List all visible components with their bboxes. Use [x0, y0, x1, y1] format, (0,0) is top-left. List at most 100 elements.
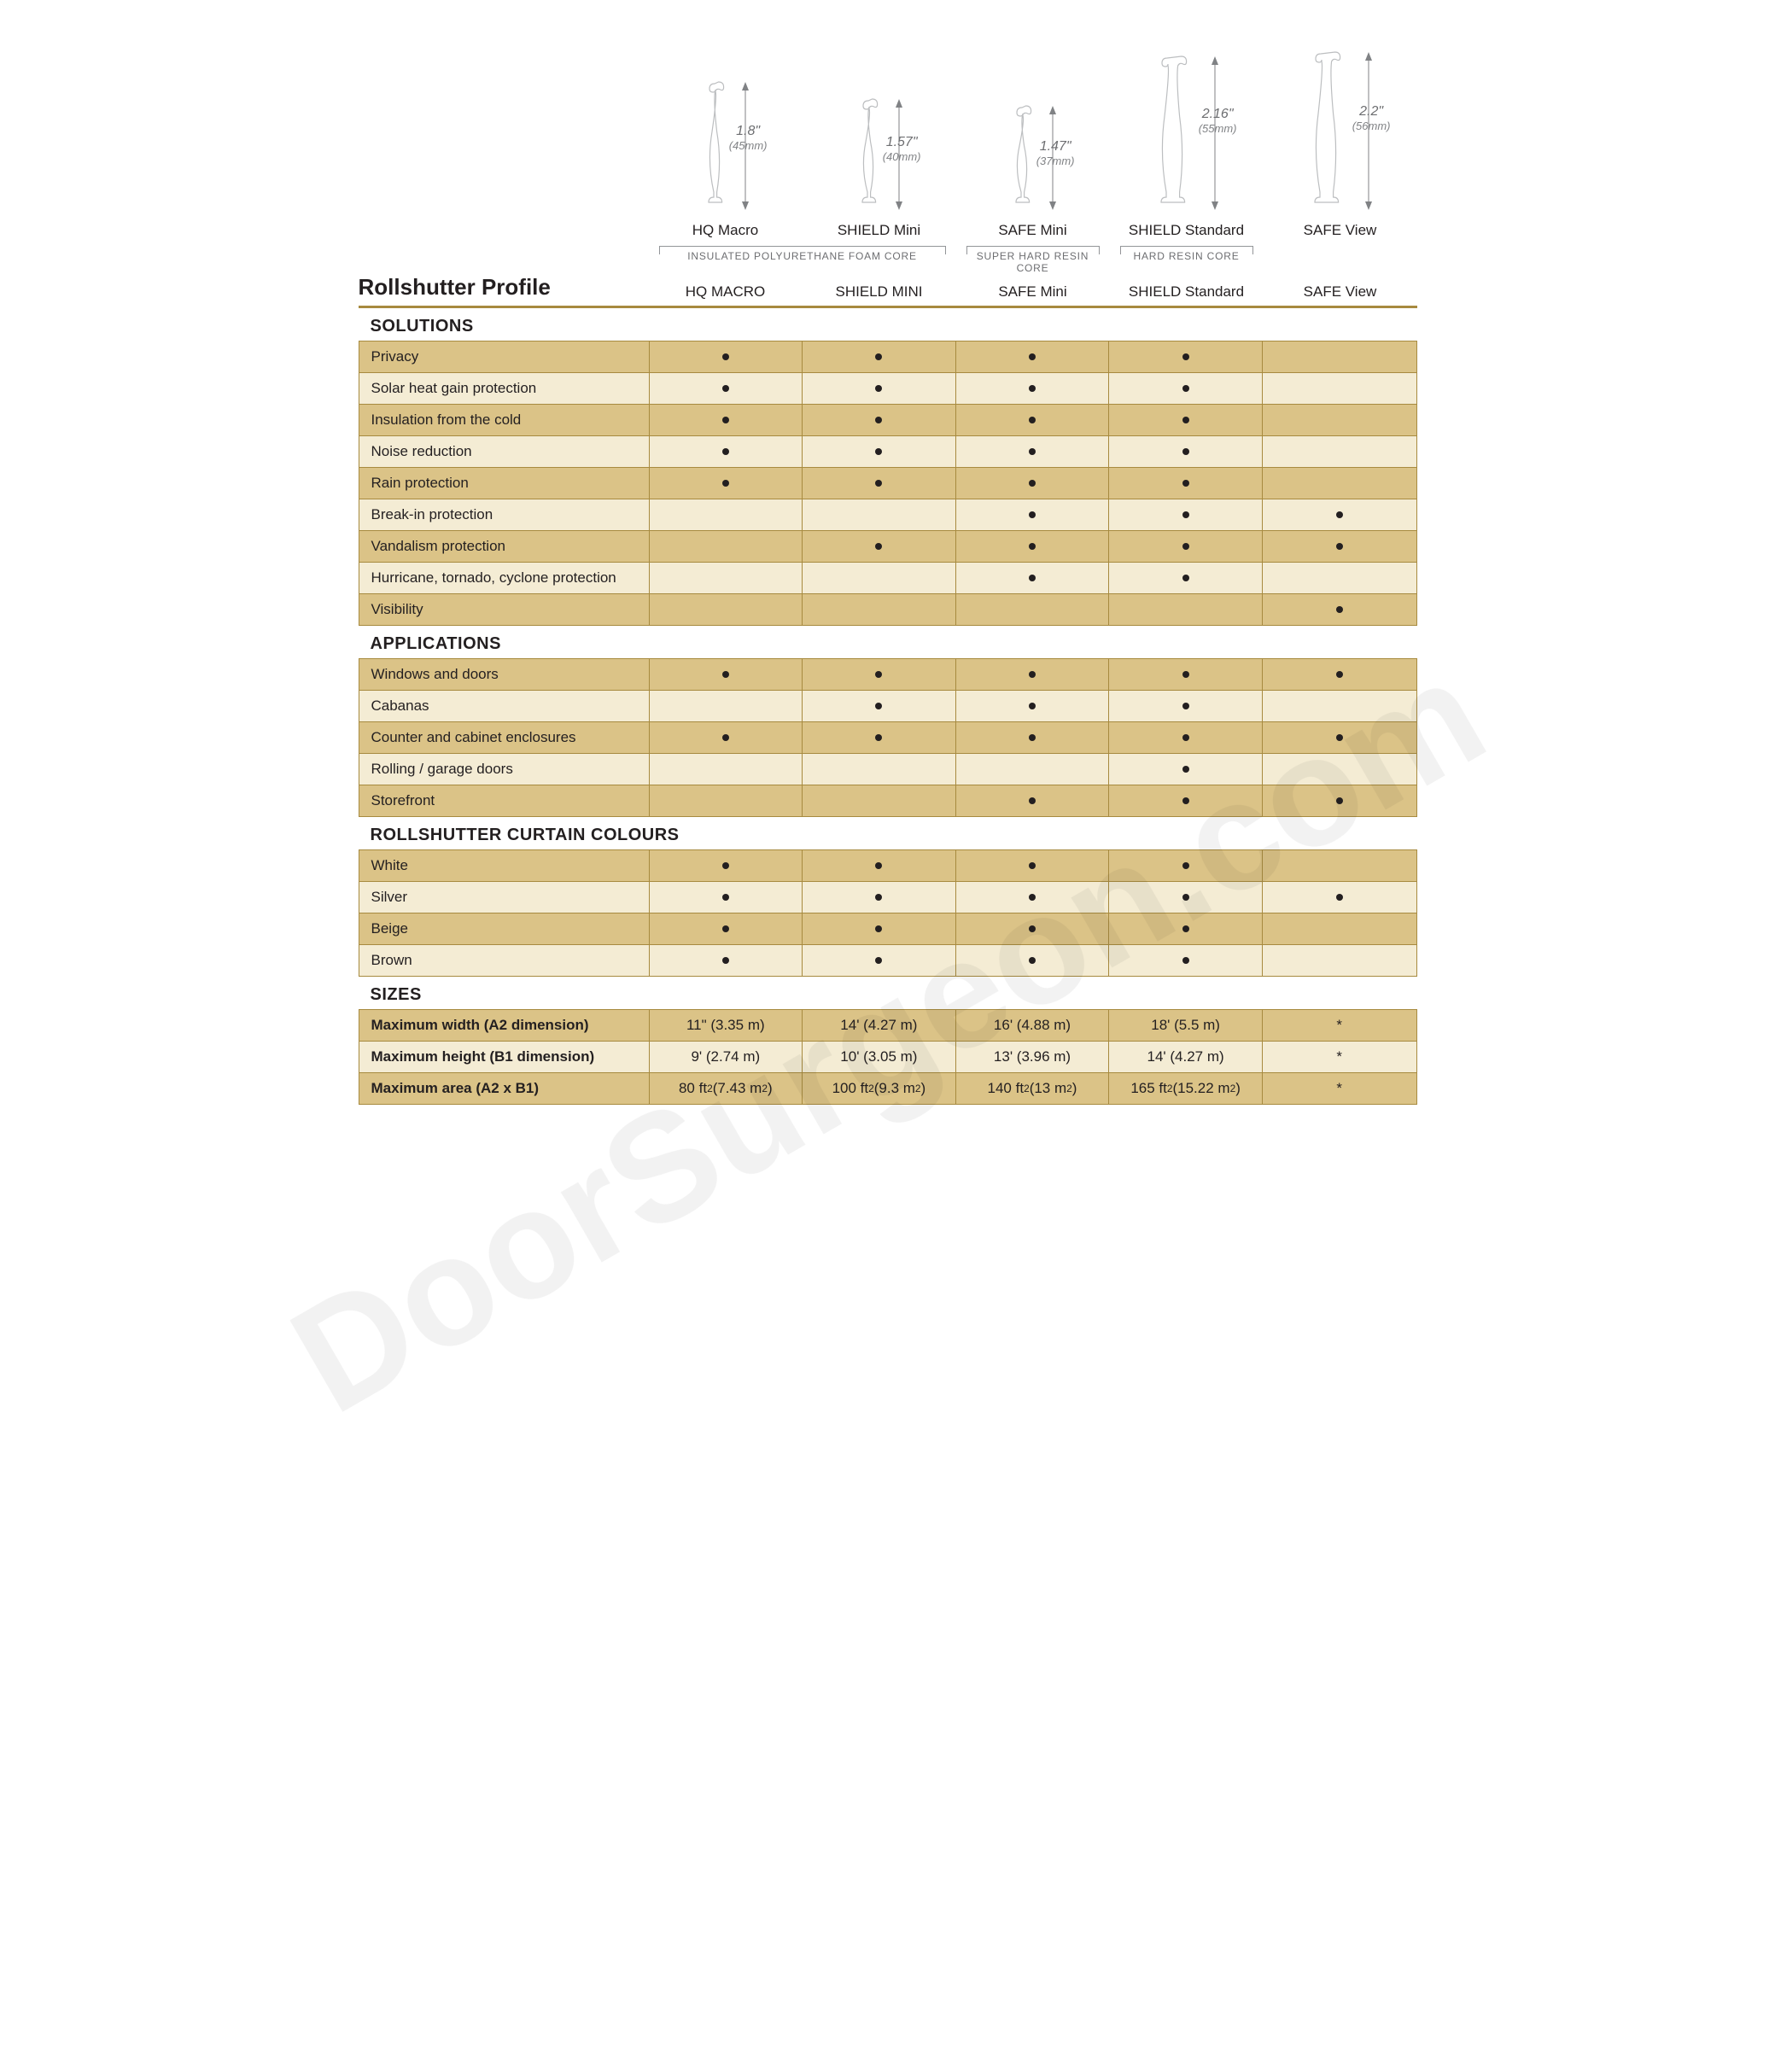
- dot-icon: [1182, 894, 1189, 901]
- table-cell: [650, 563, 803, 593]
- dot-icon: [1182, 734, 1189, 741]
- table-row: Brown: [359, 944, 1417, 977]
- column-header: SAFE Mini: [956, 283, 1110, 301]
- dot-icon: [875, 543, 882, 550]
- table-row: Solar heat gain protection: [359, 372, 1417, 405]
- core-type-label: INSULATED POLYURETHANE FOAM CORE: [659, 246, 946, 274]
- row-label: Rolling / garage doors: [359, 754, 650, 785]
- table-cell: [956, 754, 1110, 785]
- dot-icon: [1182, 353, 1189, 360]
- table-cell: 16' (4.88 m): [956, 1010, 1110, 1041]
- dot-icon: [1182, 575, 1189, 581]
- main-container: 1.8" (45mm) HQ Macro 1.57" (40mm) SHIELD…: [359, 17, 1417, 1105]
- dot-icon: [1029, 797, 1036, 804]
- section-title: SOLUTIONS: [359, 308, 1417, 341]
- table-row: Visibility: [359, 593, 1417, 626]
- profile-dim-inches: 2.16": [1199, 107, 1237, 122]
- table-cell: 140 ft2 (13 m2): [956, 1073, 1110, 1104]
- table-cell: [650, 882, 803, 913]
- row-label: Silver: [359, 882, 650, 913]
- profile-name: SAFE View: [1304, 222, 1377, 239]
- table-cell: [956, 785, 1110, 816]
- profile-illustration: 2.2" (56mm) SAFE View: [1264, 17, 1417, 239]
- table-cell: [956, 659, 1110, 690]
- table-cell: [650, 850, 803, 881]
- table-cell: [1109, 882, 1263, 913]
- row-label: Counter and cabinet enclosures: [359, 722, 650, 753]
- table-row: White: [359, 849, 1417, 882]
- dot-icon: [722, 671, 729, 678]
- table-cell: [650, 659, 803, 690]
- dot-icon: [1182, 511, 1189, 518]
- dot-icon: [1182, 766, 1189, 773]
- column-header: SAFE View: [1264, 283, 1417, 301]
- table-cell: 10' (3.05 m): [803, 1042, 956, 1072]
- profile-illustration: 1.47" (37mm) SAFE Mini: [956, 17, 1110, 239]
- table-cell: [1263, 691, 1416, 721]
- sections-container: SOLUTIONSPrivacySolar heat gain protecti…: [359, 308, 1417, 1105]
- table-row: Windows and doors: [359, 658, 1417, 691]
- row-label: Visibility: [359, 594, 650, 625]
- table-cell: [1263, 436, 1416, 467]
- dot-icon: [1029, 734, 1036, 741]
- page-title: Rollshutter Profile: [359, 274, 649, 301]
- table-cell: 13' (3.96 m): [956, 1042, 1110, 1072]
- dot-icon: [722, 385, 729, 392]
- table-cell: [956, 531, 1110, 562]
- table-cell: [1109, 945, 1263, 976]
- table-cell: [1109, 691, 1263, 721]
- dot-icon: [875, 862, 882, 869]
- dot-icon: [1182, 543, 1189, 550]
- core-type-label: HARD RESIN CORE: [1120, 246, 1253, 274]
- table-cell: 18' (5.5 m): [1109, 1010, 1263, 1041]
- table-row: Rolling / garage doors: [359, 753, 1417, 785]
- profile-dim-mm: (40mm): [883, 150, 921, 163]
- table-cell: [803, 594, 956, 625]
- dot-icon: [1182, 480, 1189, 487]
- table-cell: *: [1263, 1042, 1416, 1072]
- dot-icon: [1182, 862, 1189, 869]
- dot-icon: [1029, 417, 1036, 423]
- table-cell: [650, 531, 803, 562]
- table-cell: [1263, 341, 1416, 372]
- profile-name: HQ Macro: [692, 222, 758, 239]
- table-row: Maximum width (A2 dimension)11" (3.35 m)…: [359, 1009, 1417, 1042]
- dot-icon: [1029, 957, 1036, 964]
- table-cell: [1263, 913, 1416, 944]
- table-cell: [803, 405, 956, 435]
- table-cell: [956, 882, 1110, 913]
- dot-icon: [1029, 511, 1036, 518]
- profile-dim-mm: (37mm): [1036, 155, 1075, 167]
- table-cell: 165 ft2 (15.22 m2): [1109, 1073, 1263, 1104]
- dot-icon: [1182, 957, 1189, 964]
- table-cell: [803, 468, 956, 499]
- table-cell: [956, 594, 1110, 625]
- dot-icon: [875, 734, 882, 741]
- table-cell: [803, 373, 956, 404]
- table-cell: [803, 785, 956, 816]
- table-cell: [1109, 373, 1263, 404]
- table-cell: [1109, 405, 1263, 435]
- table-cell: [650, 594, 803, 625]
- column-header: SHIELD Standard: [1110, 283, 1264, 301]
- table-cell: 14' (4.27 m): [1109, 1042, 1263, 1072]
- profile-dim-mm: (55mm): [1199, 122, 1237, 135]
- profile-name: SAFE Mini: [998, 222, 1066, 239]
- table-cell: [1263, 722, 1416, 753]
- table-cell: [1109, 722, 1263, 753]
- dot-icon: [1029, 448, 1036, 455]
- table-cell: [1263, 468, 1416, 499]
- table-cell: *: [1263, 1073, 1416, 1104]
- table-cell: [803, 850, 956, 881]
- table-cell: 100 ft2 (9.3 m2): [803, 1073, 956, 1104]
- table-cell: [650, 754, 803, 785]
- section-title: APPLICATIONS: [359, 626, 1417, 659]
- row-label: White: [359, 850, 650, 881]
- table-cell: [803, 436, 956, 467]
- table-cell: [1263, 850, 1416, 881]
- dot-icon: [1336, 511, 1343, 518]
- table-cell: [650, 499, 803, 530]
- table-cell: [650, 785, 803, 816]
- profile-name: SHIELD Standard: [1129, 222, 1244, 239]
- dot-icon: [1182, 925, 1189, 932]
